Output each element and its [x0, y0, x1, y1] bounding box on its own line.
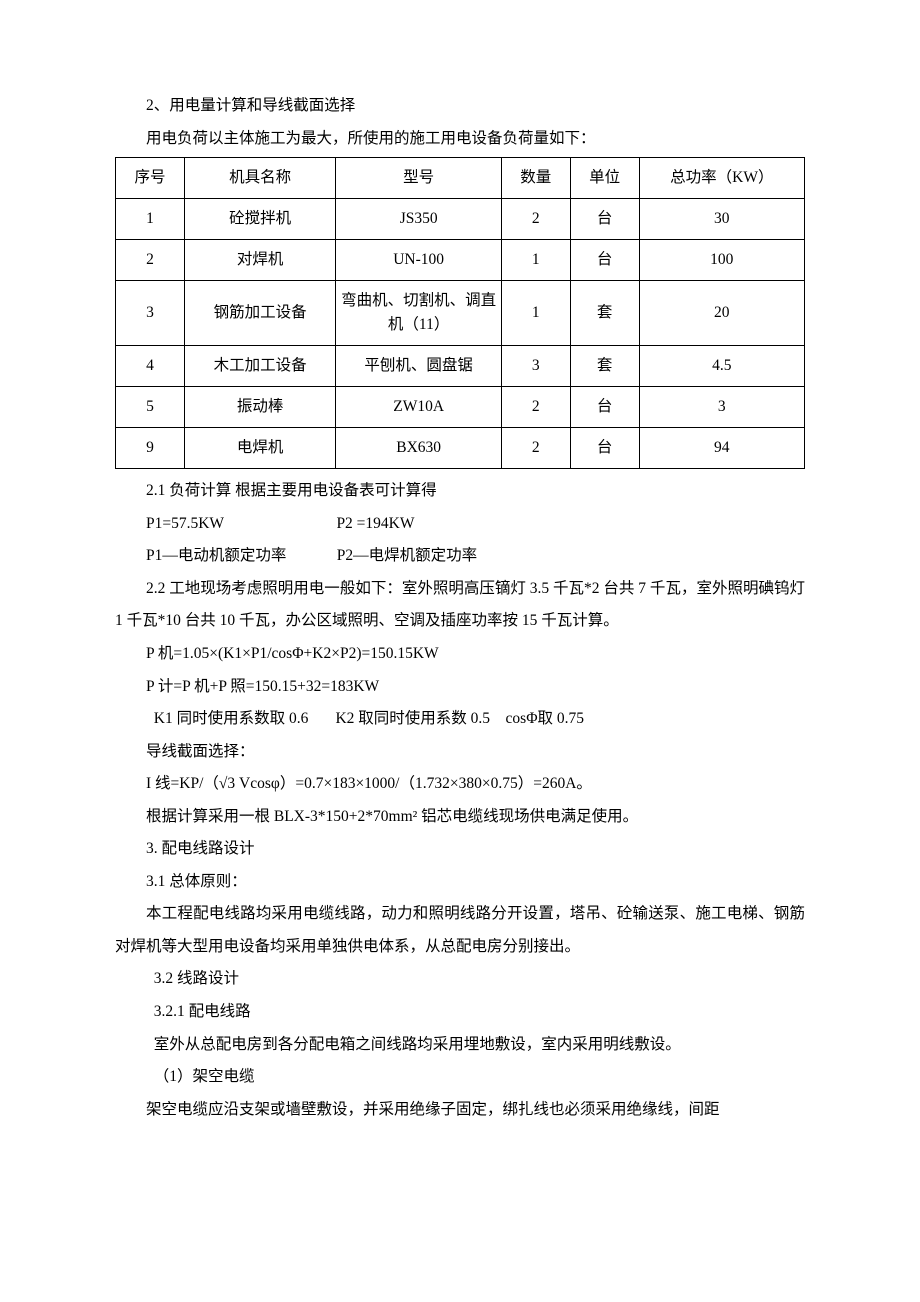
col-unit: 单位: [570, 158, 639, 199]
table-cell: 台: [570, 240, 639, 281]
table-row: 3钢筋加工设备弯曲机、切割机、调直机（11）1套20: [116, 281, 805, 346]
table-cell: UN-100: [336, 240, 501, 281]
table-cell: 钢筋加工设备: [184, 281, 336, 346]
table-row: 4木工加工设备平刨机、圆盘锯3套4.5: [116, 346, 805, 387]
table-cell: 2: [501, 199, 570, 240]
table-cell: 3: [639, 387, 804, 428]
col-model: 型号: [336, 158, 501, 199]
table-cell: 4.5: [639, 346, 804, 387]
col-seq: 序号: [116, 158, 185, 199]
table-cell: 台: [570, 387, 639, 428]
table-cell: JS350: [336, 199, 501, 240]
table-cell: 台: [570, 199, 639, 240]
section-3-1-text: 本工程配电线路均采用电缆线路，动力和照明线路分开设置，塔吊、砼输送泵、施工电梯、…: [115, 898, 805, 963]
table-cell: 100: [639, 240, 804, 281]
p2-value: P2 =194KW: [336, 515, 414, 532]
section-2-intro: 用电负荷以主体施工为最大，所使用的施工用电设备负荷量如下：: [115, 123, 805, 156]
table-cell: 3: [501, 346, 570, 387]
k2-factor: K2 取同时使用系数 0.5: [335, 710, 490, 727]
table-cell: 木工加工设备: [184, 346, 336, 387]
k1-factor: K1 同时使用系数取 0.6: [154, 710, 309, 727]
table-cell: 2: [116, 240, 185, 281]
calc-2-1-heading: 2.1 负荷计算 根据主要用电设备表可计算得: [115, 475, 805, 508]
p-machine-formula: P 机=1.05×(K1×P1/cosΦ+K2×P2)=150.15KW: [115, 638, 805, 671]
section-3-2-1-heading: 3.2.1 配电线路: [115, 996, 805, 1029]
item-1-heading: （1）架空电缆: [115, 1061, 805, 1094]
table-cell: 砼搅拌机: [184, 199, 336, 240]
col-power: 总功率（KW）: [639, 158, 804, 199]
table-cell: 1: [501, 240, 570, 281]
i-line-formula: I 线=KP/（√3 Vcosφ）=0.7×183×1000/（1.732×38…: [115, 768, 805, 801]
table-header-row: 序号 机具名称 型号 数量 单位 总功率（KW）: [116, 158, 805, 199]
table-cell: 94: [639, 428, 804, 469]
cosphi-factor: cosΦ取 0.75: [506, 710, 585, 727]
table-cell: 电焊机: [184, 428, 336, 469]
wire-selection-heading: 导线截面选择：: [115, 736, 805, 769]
table-row: 5振动棒ZW10A2台3: [116, 387, 805, 428]
table-row: 2对焊机UN-1001台100: [116, 240, 805, 281]
table-cell: 20: [639, 281, 804, 346]
section-2-title: 2、用电量计算和导线截面选择: [115, 90, 805, 123]
p2-def: P2—电焊机额定功率: [337, 547, 477, 564]
equipment-table: 序号 机具名称 型号 数量 单位 总功率（KW） 1砼搅拌机JS3502台302…: [115, 157, 805, 469]
table-cell: 套: [570, 346, 639, 387]
table-cell: 对焊机: [184, 240, 336, 281]
col-qty: 数量: [501, 158, 570, 199]
table-cell: 台: [570, 428, 639, 469]
table-cell: 弯曲机、切割机、调直机（11）: [336, 281, 501, 346]
p-defs-line: P1—电动机额定功率 P2—电焊机额定功率: [115, 540, 805, 573]
table-cell: ZW10A: [336, 387, 501, 428]
table-cell: 4: [116, 346, 185, 387]
p-total-formula: P 计=P 机+P 照=150.15+32=183KW: [115, 671, 805, 704]
table-cell: 平刨机、圆盘锯: [336, 346, 501, 387]
k-factors-line: K1 同时使用系数取 0.6 K2 取同时使用系数 0.5 cosΦ取 0.75: [115, 703, 805, 736]
table-row: 9电焊机BX6302台94: [116, 428, 805, 469]
table-cell: 套: [570, 281, 639, 346]
table-cell: 振动棒: [184, 387, 336, 428]
table-cell: 1: [501, 281, 570, 346]
table-cell: 30: [639, 199, 804, 240]
section-3-heading: 3. 配电线路设计: [115, 833, 805, 866]
p1-value: P1=57.5KW: [146, 515, 224, 532]
item-1-text: 架空电缆应沿支架或墙壁敷设，并采用绝缘子固定，绑扎线也必须采用绝缘线，间距: [115, 1094, 805, 1127]
section-3-2-heading: 3.2 线路设计: [115, 963, 805, 996]
section-3-1-heading: 3.1 总体原则：: [115, 866, 805, 899]
table-cell: 9: [116, 428, 185, 469]
col-name: 机具名称: [184, 158, 336, 199]
table-cell: 2: [501, 387, 570, 428]
table-cell: BX630: [336, 428, 501, 469]
table-cell: 2: [501, 428, 570, 469]
p-values-line: P1=57.5KW P2 =194KW: [115, 508, 805, 541]
table-row: 1砼搅拌机JS3502台30: [116, 199, 805, 240]
cable-conclusion: 根据计算采用一根 BLX-3*150+2*70mm² 铝芯电缆线现场供电满足使用…: [115, 801, 805, 834]
table-cell: 1: [116, 199, 185, 240]
table-cell: 3: [116, 281, 185, 346]
calc-2-2-text: 2.2 工地现场考虑照明用电一般如下：室外照明高压镝灯 3.5 千瓦*2 台共 …: [115, 573, 805, 638]
table-cell: 5: [116, 387, 185, 428]
section-3-2-1-text: 室外从总配电房到各分配电箱之间线路均采用埋地敷设，室内采用明线敷设。: [115, 1029, 805, 1062]
p1-def: P1—电动机额定功率: [146, 547, 286, 564]
